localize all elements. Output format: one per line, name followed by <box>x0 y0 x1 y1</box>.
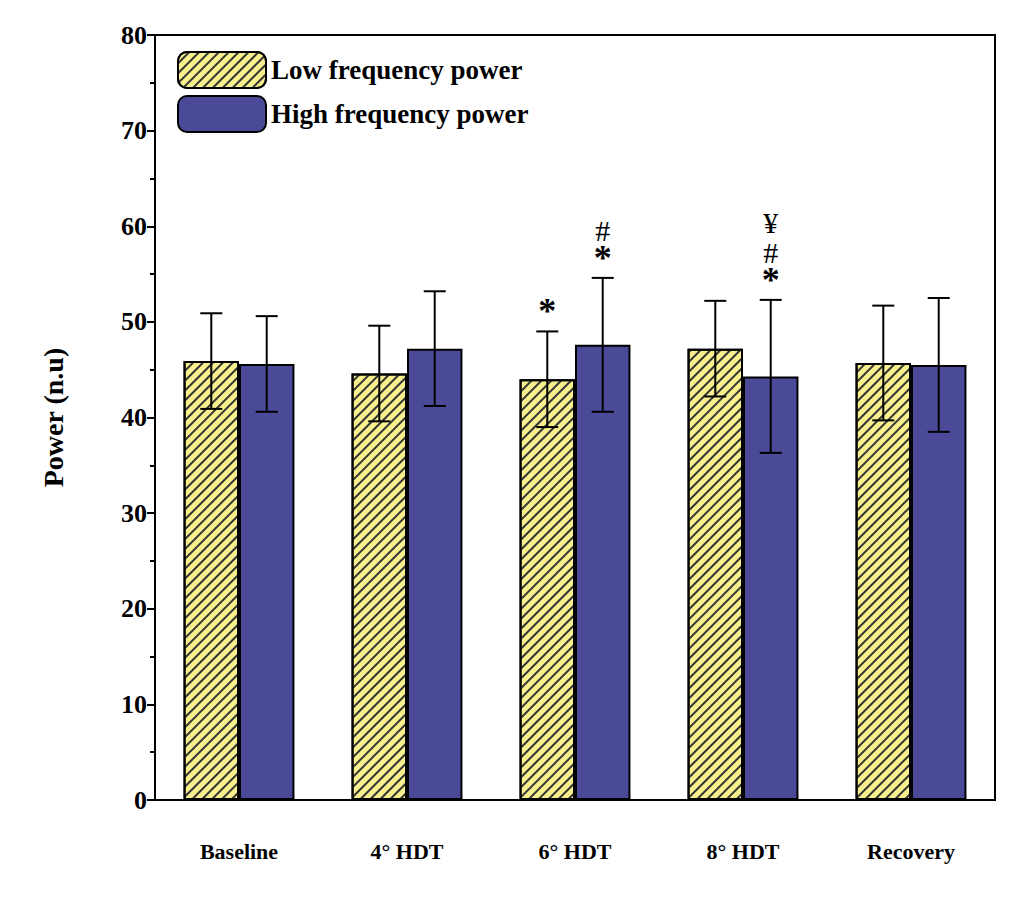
svg-text:Power (n.u): Power (n.u) <box>38 348 69 487</box>
svg-text:Baseline: Baseline <box>200 839 278 864</box>
svg-text:*: * <box>538 291 556 331</box>
svg-text:Low frequency power: Low frequency power <box>271 55 522 85</box>
svg-text:*: * <box>594 238 612 278</box>
svg-text:50: 50 <box>121 307 147 336</box>
svg-text:¥: ¥ <box>763 206 778 239</box>
svg-text:80: 80 <box>121 21 147 50</box>
svg-text:60: 60 <box>121 212 147 241</box>
svg-text:30: 30 <box>121 499 147 528</box>
svg-text:20: 20 <box>121 594 147 623</box>
svg-text:0: 0 <box>134 786 147 815</box>
svg-text:10: 10 <box>121 690 147 719</box>
svg-text:Recovery: Recovery <box>867 839 955 864</box>
svg-text:6° HDT: 6° HDT <box>539 839 612 864</box>
svg-text:8° HDT: 8° HDT <box>707 839 780 864</box>
svg-text:*: * <box>762 260 780 300</box>
svg-text:High frequency power: High frequency power <box>271 99 529 129</box>
svg-text:4° HDT: 4° HDT <box>371 839 444 864</box>
svg-text:70: 70 <box>121 116 147 145</box>
svg-text:40: 40 <box>121 403 147 432</box>
